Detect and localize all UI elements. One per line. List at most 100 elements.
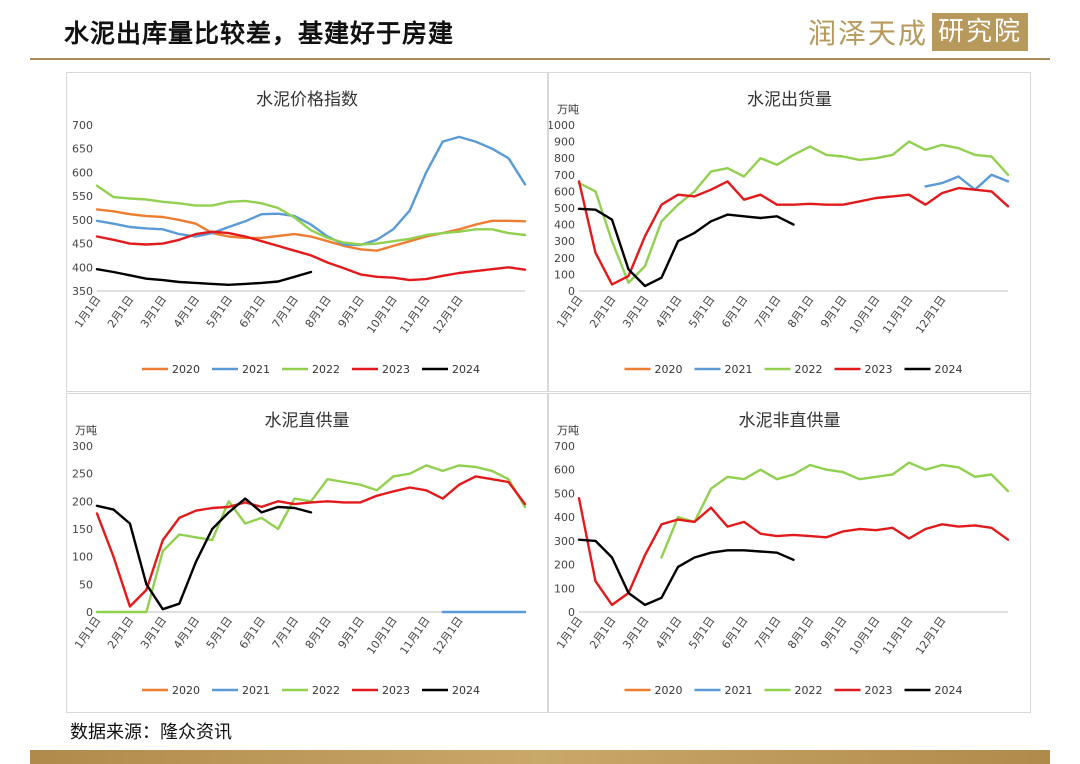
legend-label-2024: 2024 [935,363,963,376]
y-tick-label: 200 [554,559,575,572]
x-tick-label: 5月1日 [204,614,235,651]
x-tick-label: 10月1日 [364,293,399,336]
legend-label-2021: 2021 [725,684,753,697]
x-tick-label: 10月1日 [364,614,399,657]
series-line-2023 [577,496,1010,607]
chart-title: 水泥出货量 [747,90,832,110]
data-source: 数据来源：隆众资讯 [70,722,232,743]
series-line-2023 [95,230,527,282]
x-tick-label: 5月1日 [686,293,717,330]
x-tick-label: 5月1日 [686,614,717,651]
y-tick-label: 650 [72,143,93,156]
series-line-2022 [95,464,527,614]
x-tick-label: 2月1日 [587,614,618,651]
y-tick-label: 600 [554,185,575,198]
series-line-2022 [660,461,1010,559]
x-tick-label: 3月1日 [138,614,169,651]
x-tick-label: 11月1日 [880,293,915,336]
x-tick-label: 9月1日 [818,614,849,651]
x-tick-label: 9月1日 [336,614,367,651]
x-tick-label: 12月1日 [430,293,465,336]
y-tick-label: 300 [72,440,93,453]
logo-box: 研究院 [931,13,1028,51]
x-tick-label: 7月1日 [752,293,783,330]
x-tick-label: 6月1日 [237,293,268,330]
chart-panel-price-index: 水泥价格指数 350 400 450 500 550 600 650 700 1月1日 2月1日 3月… [66,72,548,392]
y-axis-unit: 万吨 [75,424,97,437]
x-tick-label: 6月1日 [719,614,750,651]
x-tick-label: 2月1日 [105,614,136,651]
x-tick-label: 1月1日 [72,614,103,651]
y-tick-label: 550 [72,190,93,203]
x-tick-label: 3月1日 [620,293,651,330]
x-tick-label: 4月1日 [171,293,202,330]
legend-label-2022: 2022 [312,363,340,376]
y-tick-label: 400 [554,219,575,232]
y-tick-label: 500 [554,487,575,500]
chart-title: 水泥价格指数 [256,90,358,110]
x-tick-label: 7月1日 [270,293,301,330]
series-line-2024 [577,538,795,607]
footer-bar [30,750,1050,764]
series-line-2024 [95,267,313,287]
y-tick-label: 350 [72,285,93,298]
x-tick-label: 4月1日 [171,614,202,651]
y-tick-label: 50 [79,578,93,591]
brand-logo: 润泽天成 研究院 [808,10,1028,54]
x-tick-label: 7月1日 [270,614,301,651]
y-tick-label: 200 [72,495,93,508]
x-tick-label: 9月1日 [818,293,849,330]
y-tick-label: 500 [72,214,93,227]
x-tick-label: 4月1日 [653,293,684,330]
x-tick-label: 12月1日 [913,293,948,336]
x-tick-label: 3月1日 [620,614,651,651]
x-tick-label: 6月1日 [719,293,750,330]
x-tick-label: 7月1日 [752,614,783,651]
chart-panel-shipments: 水泥出货量 万吨 0 100 200 300 400 500 600 700 800 900 1000 1… [548,72,1031,392]
series-line-2021 [924,173,1010,191]
series-line-2022 [577,140,1010,284]
y-tick-label: 600 [72,166,93,179]
legend-label-2024: 2024 [452,684,480,697]
series-line-2021 [95,135,527,247]
x-tick-label: 10月1日 [847,614,882,657]
y-axis-unit: 万吨 [557,103,579,116]
y-tick-label: 100 [72,551,93,564]
x-tick-label: 11月1日 [880,614,915,657]
y-tick-label: 0 [568,285,575,298]
y-tick-label: 300 [554,535,575,548]
legend-label-2020: 2020 [655,363,683,376]
y-tick-label: 250 [72,468,93,481]
y-tick-label: 700 [72,119,93,132]
x-tick-label: 1月1日 [554,293,585,330]
x-tick-label: 5月1日 [204,293,235,330]
y-tick-label: 450 [72,238,93,251]
x-tick-label: 1月1日 [554,614,585,651]
y-axis-unit: 万吨 [557,424,579,437]
x-tick-label: 1月1日 [72,293,103,330]
y-tick-label: 0 [86,606,93,619]
y-tick-label: 800 [554,152,575,165]
y-tick-label: 500 [554,202,575,215]
y-tick-label: 400 [554,511,575,524]
x-tick-label: 11月1日 [397,614,432,657]
legend-label-2021: 2021 [242,363,270,376]
y-tick-label: 0 [568,606,575,619]
y-tick-label: 900 [554,136,575,149]
x-tick-label: 8月1日 [785,614,816,651]
legend-label-2020: 2020 [172,363,200,376]
x-tick-label: 6月1日 [237,614,268,651]
y-tick-label: 200 [554,252,575,265]
legend-label-2020: 2020 [172,684,200,697]
legend-label-2024: 2024 [452,363,480,376]
legend-label-2023: 2023 [865,363,893,376]
y-tick-label: 1000 [549,119,575,132]
x-tick-label: 12月1日 [430,614,465,657]
x-tick-label: 10月1日 [847,293,882,336]
legend-label-2021: 2021 [242,684,270,697]
x-tick-label: 9月1日 [336,293,367,330]
x-tick-label: 8月1日 [785,293,816,330]
y-tick-label: 700 [554,440,575,453]
